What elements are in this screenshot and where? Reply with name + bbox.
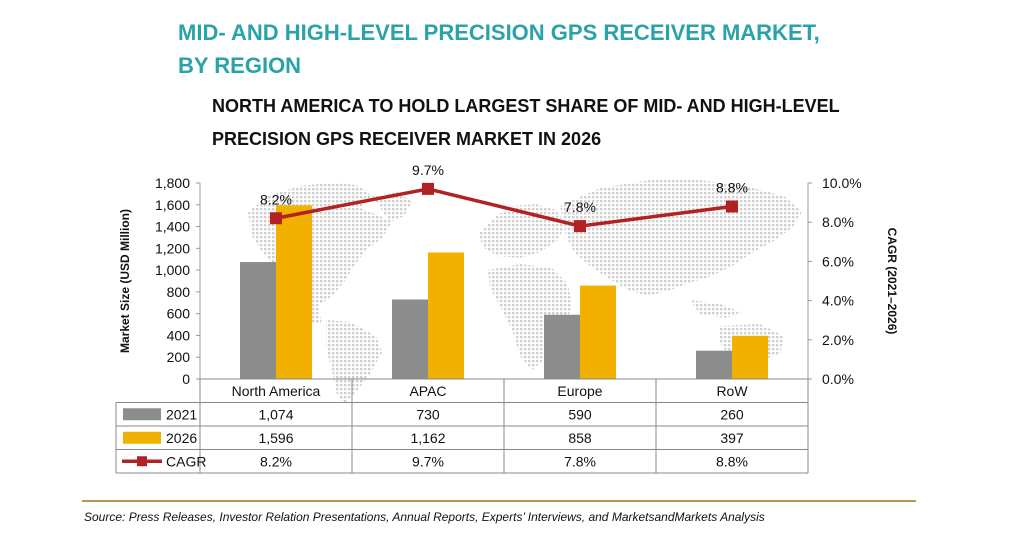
- source-divider: [82, 500, 916, 502]
- category-label: Europe: [557, 383, 602, 399]
- table-cell-value: 1,596: [258, 430, 293, 446]
- table-cell-value: 8.2%: [260, 453, 292, 469]
- y-tick-label: 200: [167, 349, 191, 365]
- legend-label-2026: 2026: [166, 430, 197, 446]
- source-note: Source: Press Releases, Investor Relatio…: [84, 510, 765, 524]
- cagr-data-label: 8.8%: [716, 180, 748, 196]
- bar-2021: [696, 350, 732, 379]
- bar-2021: [240, 262, 276, 379]
- cagr-point: [726, 200, 738, 213]
- chart-subtitle-line-1: NORTH AMERICA TO HOLD LARGEST SHARE OF M…: [212, 96, 840, 116]
- legend-swatch-2026: [123, 431, 161, 444]
- legend-swatch-2021: [123, 408, 161, 421]
- y2-tick-label: 8.0%: [822, 214, 854, 230]
- y-tick-label: 1,000: [155, 262, 190, 278]
- table-cell-value: 9.7%: [412, 453, 444, 469]
- table-cell-value: 260: [720, 406, 744, 422]
- cagr-point: [270, 212, 282, 225]
- y-tick-label: 800: [167, 284, 191, 300]
- legend-label-2021: 2021: [166, 406, 197, 422]
- chart-title: MID- AND HIGH-LEVEL PRECISION GPS RECEIV…: [178, 16, 978, 82]
- chart-bars: [240, 205, 768, 379]
- y-axis-title: Market Size (USD Million): [118, 209, 132, 353]
- chart-title-line-2: BY REGION: [178, 53, 302, 78]
- y-tick-label: 600: [167, 306, 191, 322]
- table-cell-value: 590: [568, 406, 592, 422]
- table-cell-value: 8.8%: [716, 453, 748, 469]
- category-label: APAC: [409, 383, 446, 399]
- bar-2021: [544, 314, 580, 379]
- legend-label-CAGR: CAGR: [166, 453, 206, 469]
- chart-title-line-1: MID- AND HIGH-LEVEL PRECISION GPS RECEIV…: [178, 20, 820, 45]
- cagr-point: [422, 182, 434, 195]
- y-tick-label: 1,800: [155, 175, 190, 191]
- y2-tick-label: 2.0%: [822, 332, 854, 348]
- bar-2026: [732, 335, 768, 379]
- cagr-data-label: 8.2%: [260, 191, 292, 207]
- cagr-point: [574, 220, 586, 233]
- bar-2021: [392, 299, 428, 379]
- chart-subtitle-line-2: PRECISION GPS RECEIVER MARKET IN 2026: [212, 129, 602, 149]
- chart: 0 200 400 600 800 1,000 1,200 1,400 1,600 1,800 0.…: [115, 162, 899, 474]
- y-tick-label: 1,600: [155, 197, 190, 213]
- cagr-data-label: 7.8%: [564, 199, 596, 215]
- y-tick-label: 0: [182, 371, 190, 387]
- table-cell-value: 7.8%: [564, 453, 596, 469]
- cagr-series: 8.2% 9.7% 7.8% 8.8%: [260, 162, 748, 233]
- y2-tick-label: 6.0%: [822, 253, 854, 269]
- y2-axis-title: CAGR (2021–2026): [885, 228, 899, 335]
- y2-tick-label: 0.0%: [822, 371, 854, 387]
- chart-subtitle: NORTH AMERICA TO HOLD LARGEST SHARE OF M…: [212, 90, 932, 156]
- category-label: RoW: [716, 383, 748, 399]
- bar-2026: [580, 285, 616, 379]
- table-cell-value: 1,162: [410, 430, 445, 446]
- category-label: North America: [232, 383, 321, 399]
- y-tick-label: 1,200: [155, 240, 190, 256]
- chart-axes: 0 200 400 600 800 1,000 1,200 1,400 1,600 1,800 0.…: [118, 175, 899, 387]
- table-cell-value: 1,074: [258, 406, 293, 422]
- cagr-data-label: 9.7%: [412, 162, 444, 178]
- y-tick-label: 400: [167, 327, 191, 343]
- bar-2026: [428, 252, 464, 379]
- y2-tick-label: 4.0%: [822, 293, 854, 309]
- table-cell-value: 730: [416, 406, 440, 422]
- data-table: North America APAC Europe RoW 2021 1,074 730 59…: [115, 378, 809, 474]
- table-cell-value: 858: [568, 430, 592, 446]
- bar-2026: [276, 205, 312, 379]
- legend-marker-cagr: [137, 456, 147, 467]
- cagr-line: [275, 187, 733, 228]
- y2-tick-label: 10.0%: [822, 175, 862, 191]
- table-cell-value: 397: [720, 430, 744, 446]
- y-tick-label: 1,400: [155, 219, 190, 235]
